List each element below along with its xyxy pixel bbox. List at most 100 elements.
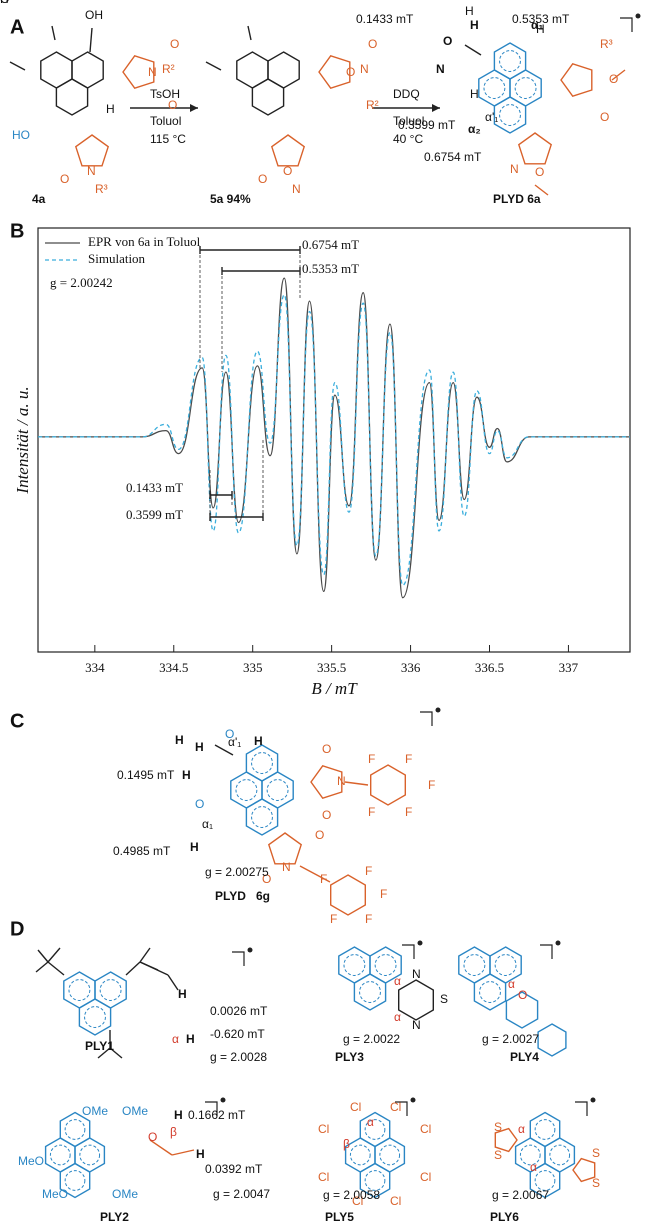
label: O bbox=[322, 808, 331, 822]
label: PLYD bbox=[215, 889, 246, 903]
label: H bbox=[178, 987, 187, 1001]
label: PLY4 bbox=[510, 1050, 539, 1064]
ring-dash bbox=[343, 954, 366, 976]
ring bbox=[505, 991, 539, 1029]
label: PLY5 bbox=[325, 1210, 354, 1224]
label: β bbox=[170, 1125, 177, 1139]
label: Toluol bbox=[393, 114, 424, 128]
ring bbox=[537, 1023, 567, 1057]
label: O bbox=[148, 1130, 157, 1144]
label: 0.1495 mT bbox=[117, 768, 175, 782]
ring bbox=[122, 54, 155, 90]
label: α'₁ bbox=[228, 735, 241, 749]
label: O bbox=[262, 872, 271, 886]
label: Cl bbox=[420, 1122, 431, 1136]
label: F bbox=[380, 887, 387, 901]
label: 0.1433 mT bbox=[356, 12, 414, 26]
label: S bbox=[494, 1120, 502, 1134]
ring-dash bbox=[549, 1144, 571, 1166]
label: g = 2.0067 bbox=[492, 1188, 549, 1202]
ring bbox=[529, 1162, 561, 1199]
label: 0.4985 mT bbox=[113, 844, 171, 858]
bond bbox=[89, 27, 93, 53]
bond bbox=[47, 947, 61, 963]
label: H bbox=[0, 0, 9, 6]
label: O bbox=[368, 37, 377, 51]
label: PLY2 bbox=[100, 1210, 129, 1224]
label: N bbox=[87, 164, 96, 178]
label: H bbox=[174, 1108, 183, 1122]
ring-dash bbox=[49, 1144, 71, 1166]
ring bbox=[78, 998, 112, 1036]
bond bbox=[247, 25, 252, 41]
label: α bbox=[367, 1115, 374, 1129]
x-tick-label: 335 bbox=[243, 660, 263, 675]
ring-dash bbox=[359, 981, 381, 1003]
label: PLY3 bbox=[335, 1050, 364, 1064]
ring-dash bbox=[519, 1144, 541, 1166]
radical-bracket bbox=[575, 1101, 588, 1116]
label: α bbox=[394, 974, 401, 988]
bond bbox=[214, 744, 234, 756]
radical-dot bbox=[590, 1097, 596, 1103]
label: H bbox=[182, 768, 191, 782]
label: O bbox=[443, 34, 452, 48]
label: H bbox=[470, 87, 479, 101]
bond bbox=[51, 25, 56, 41]
label: R³ bbox=[95, 182, 108, 196]
label: F bbox=[330, 912, 337, 926]
spectrum-line bbox=[37, 277, 630, 599]
label: S bbox=[592, 1176, 600, 1190]
label: F bbox=[368, 752, 375, 766]
label: R² bbox=[366, 98, 379, 112]
ring-dash bbox=[499, 50, 521, 72]
bond bbox=[167, 974, 179, 991]
label: O bbox=[195, 797, 204, 811]
arrow-head bbox=[190, 104, 198, 112]
bond bbox=[97, 1047, 111, 1059]
ring bbox=[74, 134, 110, 167]
ring-dash bbox=[364, 1170, 386, 1191]
label: OMe bbox=[122, 1104, 148, 1118]
ring-dash bbox=[99, 979, 122, 1001]
label: g = 2.00275 bbox=[205, 865, 269, 879]
label: S bbox=[494, 1148, 502, 1162]
ring-dash bbox=[84, 1006, 106, 1028]
label: 0.3599 mT bbox=[398, 118, 456, 132]
label: g = 2.0028 bbox=[210, 1050, 267, 1064]
ring-dash bbox=[374, 954, 397, 976]
label: 6g bbox=[256, 889, 270, 903]
label: 0.0026 mT bbox=[210, 1004, 268, 1018]
radical-bracket bbox=[540, 944, 553, 959]
label: N bbox=[360, 62, 369, 76]
label: 5a 94% bbox=[210, 192, 251, 206]
label: PLYD 6a bbox=[493, 192, 541, 206]
bond bbox=[464, 44, 482, 56]
annotation: 0.3599 mT bbox=[126, 507, 183, 522]
ring-dash bbox=[494, 954, 517, 976]
label: Cl bbox=[318, 1122, 329, 1136]
bond bbox=[125, 961, 141, 976]
ring bbox=[55, 78, 89, 116]
label: A bbox=[10, 16, 24, 38]
label: H bbox=[195, 740, 204, 754]
label: Cl bbox=[350, 1100, 361, 1114]
ring bbox=[236, 51, 269, 89]
label: α bbox=[518, 1122, 525, 1136]
bond bbox=[47, 961, 65, 976]
label: α₂ bbox=[468, 122, 481, 136]
bond bbox=[35, 961, 49, 973]
radical-bracket bbox=[395, 1101, 408, 1116]
x-tick-label: 334.5 bbox=[159, 660, 188, 675]
label: α'₁ bbox=[485, 110, 498, 124]
label: F bbox=[405, 752, 412, 766]
label: H bbox=[186, 1032, 195, 1046]
bond bbox=[299, 865, 331, 883]
ring bbox=[267, 832, 303, 865]
x-tick-label: 336.5 bbox=[475, 660, 504, 675]
ring-dash bbox=[499, 104, 521, 126]
label: F bbox=[368, 805, 375, 819]
arrow-head bbox=[432, 104, 440, 112]
label: Cl bbox=[390, 1194, 401, 1208]
label: O bbox=[170, 37, 179, 51]
